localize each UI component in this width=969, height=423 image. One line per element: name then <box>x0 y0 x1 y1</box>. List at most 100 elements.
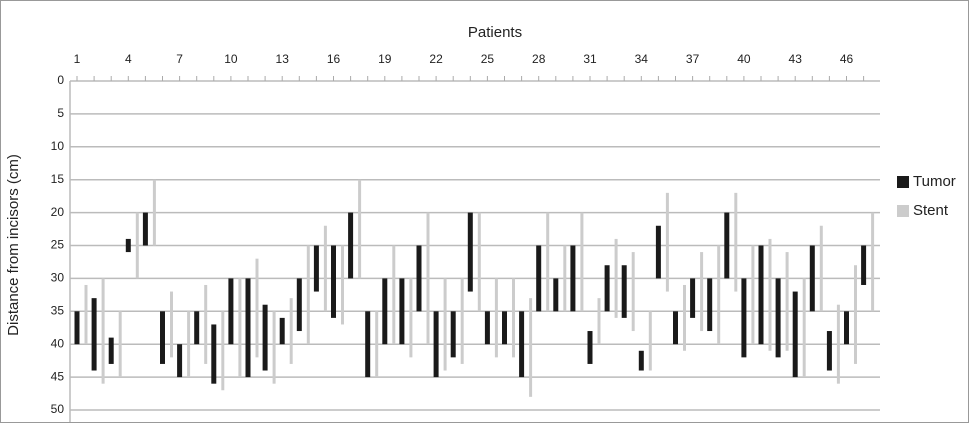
y-tick-label: 45 <box>51 369 65 383</box>
stent-bar <box>118 311 122 378</box>
tumor-bar <box>792 291 798 378</box>
tumor-bar <box>724 212 730 279</box>
stent-bar <box>614 238 618 318</box>
stent-bar <box>272 311 276 384</box>
stent-bar <box>819 225 823 312</box>
tumor-bar <box>809 245 815 312</box>
stent-bar <box>204 284 208 364</box>
tumor-bar <box>604 265 610 312</box>
x-tick-label: 43 <box>789 52 803 66</box>
stent-bar <box>289 298 293 364</box>
x-tick-label: 19 <box>378 52 392 66</box>
stent-bar <box>665 192 669 292</box>
x-tick-label: 7 <box>176 52 183 66</box>
stent-bar <box>84 284 88 345</box>
legend-label: Tumor <box>913 173 956 190</box>
x-tick-label: 13 <box>276 52 290 66</box>
stent-bar <box>597 298 601 345</box>
stent-bar <box>529 298 533 397</box>
stent-bar <box>836 304 840 384</box>
tumor-bar <box>861 245 867 285</box>
stent-bar <box>375 311 379 378</box>
tumor-bar <box>177 344 183 378</box>
tumor-bar <box>382 278 388 345</box>
stent-bar <box>751 245 755 345</box>
stent-bar <box>392 245 396 345</box>
stent-bar <box>306 245 310 345</box>
stent-bar <box>580 212 584 312</box>
stent-bar <box>135 212 139 279</box>
tumor-bar <box>296 278 302 332</box>
tumor-bar <box>484 311 490 345</box>
stent-bar <box>871 212 875 312</box>
tumor-bar <box>313 245 319 292</box>
x-tick-label: 46 <box>840 52 854 66</box>
tumor-bar <box>194 311 200 345</box>
tumor-bar <box>467 212 473 292</box>
tumor-bar <box>160 311 165 364</box>
x-tick-label: 31 <box>583 52 597 66</box>
y-tick-label: 50 <box>51 402 65 416</box>
y-axis-label: Distance from incisors (cm) <box>5 154 22 336</box>
stent-bar <box>426 212 430 345</box>
stent-bar <box>187 311 191 378</box>
tumor-bar <box>108 337 114 364</box>
tumor-bar <box>279 317 285 345</box>
tumor-bar <box>228 278 234 345</box>
stent-bar <box>443 278 447 371</box>
stent-bar <box>409 278 413 358</box>
chart-title: Patients <box>468 24 522 41</box>
stent-bar <box>768 238 772 351</box>
y-tick-label: 25 <box>51 238 65 252</box>
x-tick-label: 10 <box>224 52 238 66</box>
tumor-bar <box>553 278 559 312</box>
tumor-bar <box>416 245 422 312</box>
tumor-bar <box>125 238 131 253</box>
legend-swatch <box>897 205 909 217</box>
legend-swatch <box>897 176 909 188</box>
stent-bar <box>683 284 686 351</box>
tumor-bar <box>450 311 456 358</box>
stent-bar <box>512 278 515 358</box>
stent-bar <box>648 311 652 371</box>
x-tick-label: 34 <box>635 52 649 66</box>
x-tick-label: 40 <box>737 52 751 66</box>
stent-bar <box>170 291 173 358</box>
stent-bar <box>477 212 481 312</box>
y-tick-label: 15 <box>51 172 65 186</box>
tumor-bar <box>142 212 148 246</box>
tumor-bar <box>587 331 593 364</box>
stent-bar <box>255 258 259 358</box>
stent-bar <box>785 252 789 351</box>
y-tick-label: 35 <box>51 303 65 317</box>
y-tick-label: 20 <box>51 205 65 219</box>
tumor-bar <box>331 245 336 318</box>
tumor-bar <box>502 311 507 345</box>
tumor-bar <box>211 324 217 384</box>
stent-bar <box>323 225 327 312</box>
legend-label: Stent <box>913 202 949 219</box>
tumor-bar <box>348 212 354 279</box>
stent-bar <box>854 265 857 364</box>
tumor-bar <box>844 311 849 345</box>
y-tick-label: 5 <box>57 106 64 120</box>
tumor-bar <box>638 350 644 371</box>
x-tick-label: 22 <box>429 52 443 66</box>
tumor-bar <box>245 278 251 378</box>
stent-bar <box>631 252 635 332</box>
x-tick-label: 16 <box>327 52 341 66</box>
tumor-bar <box>74 311 80 345</box>
tumor-bar <box>570 245 576 312</box>
tumor-bar <box>673 311 678 345</box>
stent-bar <box>563 245 567 312</box>
tumor-bar <box>262 304 268 371</box>
stent-bar <box>700 252 704 332</box>
tumor-bar <box>775 278 781 358</box>
tumor-bar <box>621 265 627 318</box>
tumor-bar <box>433 311 439 378</box>
y-tick-label: 40 <box>51 336 65 350</box>
tumor-bar <box>758 245 764 345</box>
tumor-bar <box>365 311 371 378</box>
stent-bar <box>358 179 362 279</box>
